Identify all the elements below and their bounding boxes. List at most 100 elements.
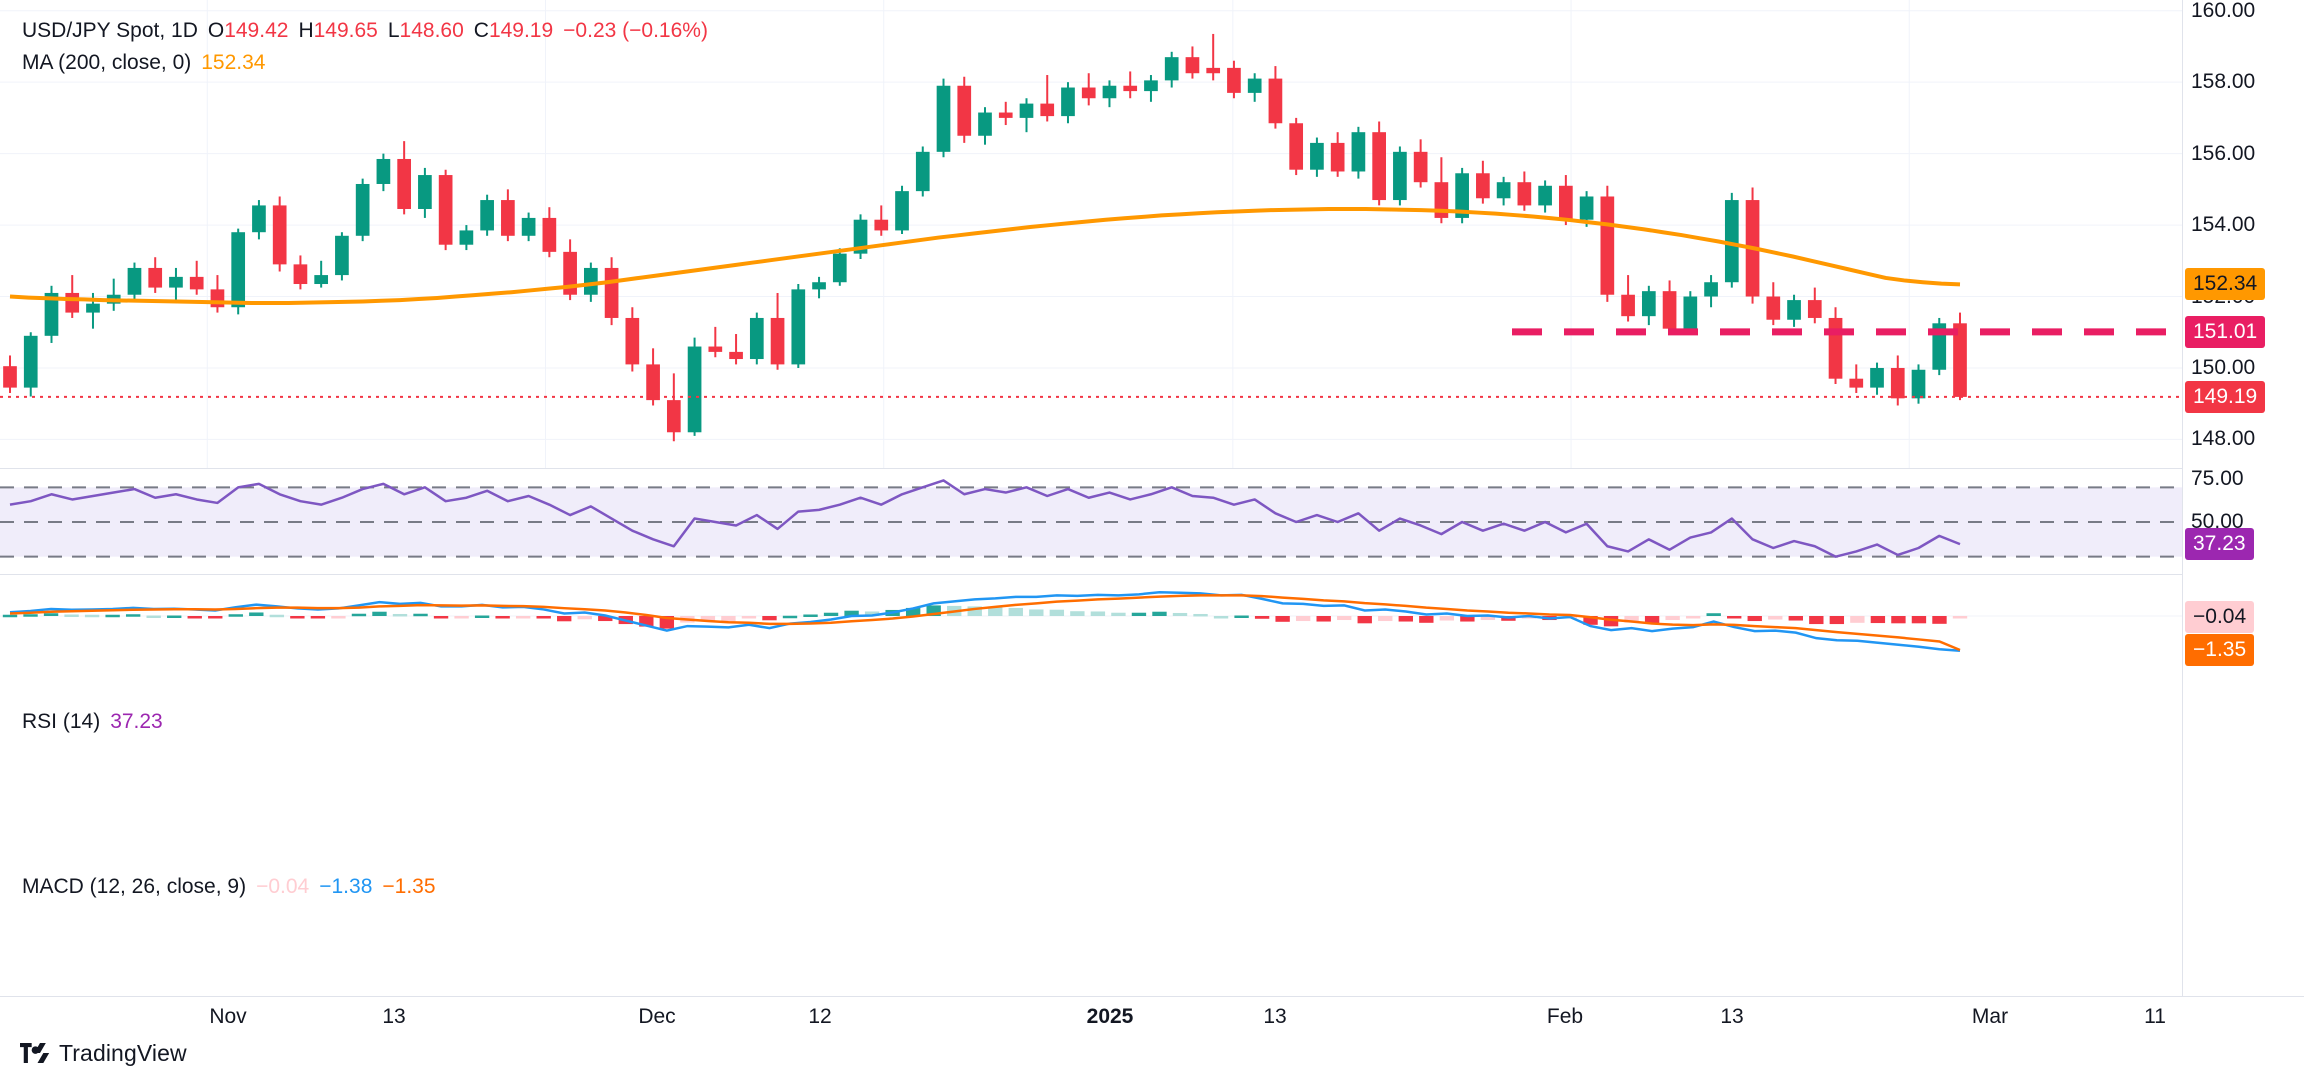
- candle-body: [1496, 182, 1511, 199]
- rsi-chart-canvas[interactable]: [0, 470, 2182, 574]
- price-pane[interactable]: [0, 0, 2182, 468]
- ma-indicator-value: 152.34: [201, 51, 266, 75]
- price-axis[interactable]: 160.00158.00156.00154.00152.00150.00148.…: [2182, 0, 2304, 996]
- candle-body: [563, 251, 577, 295]
- high-key: H: [298, 19, 314, 42]
- price-axis-tick: 156.00: [2191, 141, 2256, 165]
- macd-histogram-bar: [577, 616, 592, 620]
- candle-body: [1683, 296, 1698, 329]
- high-value: 149.65: [313, 19, 378, 42]
- macd-histogram-bar: [1809, 616, 1824, 625]
- macd-chart-canvas[interactable]: [0, 576, 2182, 656]
- macd-histogram-bar: [290, 616, 305, 619]
- macd-histogram-bar: [1521, 616, 1537, 619]
- low-key: L: [387, 19, 400, 42]
- macd-histogram-bar: [1727, 616, 1742, 619]
- macd-legend[interactable]: MACD (12, 26, close, 9) −0.04 −1.38 −1.35: [22, 874, 436, 900]
- candle-body: [272, 205, 287, 265]
- price-legend[interactable]: USD/JPY Spot, 1D O149.42 H149.65 L148.60 C14…: [22, 18, 708, 77]
- macd-histogram-bar: [988, 607, 1003, 616]
- macd-histogram-bar: [474, 615, 490, 618]
- level-price-badge[interactable]: 151.01: [2185, 315, 2266, 348]
- time-axis[interactable]: Nov 13 Dec 12 2025 13 Feb 13 Mar 11: [0, 996, 2304, 1040]
- macd-histogram-bar: [700, 616, 716, 622]
- macd-histogram-bar: [1193, 613, 1208, 617]
- macd-histogram-bar: [1398, 616, 1413, 622]
- candle-body: [169, 276, 183, 288]
- macd-histogram-bar: [1213, 616, 1229, 619]
- macd-histogram-bar: [1152, 611, 1167, 616]
- macd-histogram-bar: [1234, 615, 1249, 618]
- candle-body: [1040, 103, 1055, 117]
- macd-histogram-bar: [1337, 616, 1352, 621]
- macd-histogram-bar: [782, 615, 798, 619]
- time-axis-tick: Dec: [638, 1005, 676, 1028]
- macd-signal-badge[interactable]: −1.35: [2185, 634, 2255, 667]
- time-axis-tick: 12: [808, 1005, 832, 1028]
- price-axis-tick: 148.00: [2191, 427, 2256, 451]
- candle-body: [210, 289, 225, 308]
- rsi-pane[interactable]: [0, 470, 2182, 574]
- rsi-value-badge[interactable]: 37.23: [2185, 528, 2254, 561]
- macd-histogram-bar: [1788, 616, 1803, 621]
- candle-body: [832, 253, 847, 283]
- candle-body: [1289, 123, 1304, 170]
- candle-body: [1061, 87, 1075, 117]
- low-value: 148.60: [399, 19, 464, 42]
- rsi-axis-tick: 75.00: [2191, 466, 2244, 490]
- symbol-title[interactable]: USD/JPY Spot, 1D: [22, 19, 198, 42]
- macd-indicator-label[interactable]: MACD (12, 26, close, 9): [22, 875, 247, 898]
- macd-line: [9, 591, 1961, 653]
- macd-histogram-bar: [167, 615, 182, 618]
- candle-body: [1081, 87, 1096, 99]
- macd-histogram-bar: [1583, 616, 1598, 625]
- candle-body: [1724, 200, 1739, 283]
- macd-histogram-bar: [515, 616, 531, 619]
- candle-body: [293, 264, 308, 285]
- candle-body: [729, 351, 743, 360]
- macd-histogram-bar: [1378, 616, 1393, 622]
- footer-brand[interactable]: TradingView: [0, 1040, 2304, 1066]
- candle-body: [397, 158, 411, 209]
- macd-histogram-bar: [1829, 616, 1845, 625]
- candle-body: [376, 158, 391, 184]
- candle-body: [1351, 132, 1366, 172]
- macd-histogram-bar: [1603, 616, 1619, 627]
- candle-body: [646, 364, 660, 401]
- macd-histogram-bar: [1952, 616, 1968, 619]
- macd-histogram-bar: [331, 616, 346, 619]
- rsi-legend[interactable]: RSI (14) 37.23: [22, 709, 163, 735]
- price-axis-tick: 154.00: [2191, 213, 2256, 237]
- macd-histogram-bar: [967, 606, 982, 616]
- macd-line-value: −1.38: [319, 875, 373, 898]
- macd-histogram-bar: [1685, 616, 1701, 619]
- macd-histogram-bar: [310, 616, 326, 619]
- candle-body: [418, 175, 432, 209]
- candle-body: [1890, 367, 1905, 399]
- macd-histogram-bar: [1665, 616, 1680, 621]
- macd-histogram-bar: [1029, 609, 1044, 616]
- candle-body: [812, 282, 826, 290]
- rsi-indicator-label[interactable]: RSI (14): [22, 710, 101, 733]
- macd-histogram-bar: [495, 616, 510, 619]
- price-axis-tick: 158.00: [2191, 70, 2256, 94]
- macd-histogram-bar: [208, 616, 223, 619]
- ma-price-badge[interactable]: 152.34: [2185, 268, 2266, 301]
- time-axis-tick: 13: [1720, 1005, 1744, 1028]
- time-axis-tick: 13: [382, 1005, 406, 1028]
- candle-body: [749, 317, 764, 360]
- macd-pane[interactable]: [0, 576, 2182, 656]
- macd-hist-badge[interactable]: −0.04: [2185, 601, 2255, 633]
- time-axis-tick: 11: [2144, 1005, 2166, 1028]
- macd-histogram-bar: [823, 612, 839, 616]
- price-chart-canvas[interactable]: [0, 0, 2182, 468]
- candle-body: [542, 217, 557, 252]
- candle-body: [1102, 85, 1117, 99]
- candle-body: [1393, 151, 1407, 201]
- candle-body: [1704, 282, 1718, 297]
- last-price-badge[interactable]: 149.19: [2185, 380, 2266, 413]
- candle-body: [65, 292, 80, 313]
- pane-divider-2: [0, 574, 2304, 575]
- ma-indicator-label[interactable]: MA (200, close, 0): [22, 51, 192, 75]
- macd-histogram-bar: [64, 614, 79, 617]
